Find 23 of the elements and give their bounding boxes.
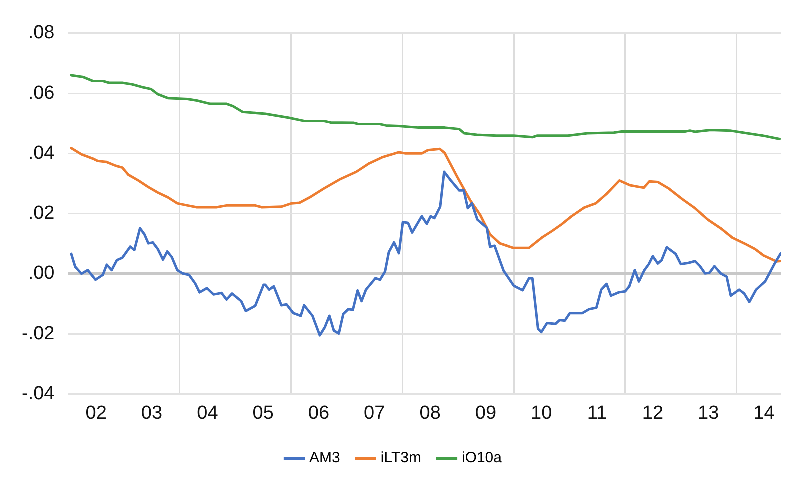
x-tick-label: 09 <box>475 402 497 424</box>
y-tick-label: .06 <box>28 82 55 104</box>
y-tick-label: -.02 <box>22 323 55 344</box>
y-tick-label: .04 <box>28 142 56 164</box>
x-tick-label: 07 <box>364 402 386 424</box>
x-tick-label: 03 <box>141 402 163 424</box>
y-tick-label: -.04 <box>22 383 56 404</box>
x-tick-label: 08 <box>420 402 441 424</box>
x-tick-label: 06 <box>308 402 330 424</box>
x-tick-label: 10 <box>531 402 552 424</box>
y-tick-label: .08 <box>28 22 55 44</box>
x-tick-label: 12 <box>642 402 664 424</box>
legend-label: AM3 <box>310 450 340 467</box>
x-tick-label: 05 <box>252 402 274 424</box>
x-tick-label: 14 <box>754 402 776 424</box>
y-tick-label: .00 <box>28 263 55 284</box>
x-tick-label: 11 <box>587 402 608 424</box>
x-tick-label: 13 <box>698 402 720 424</box>
legend-label: iO10a <box>462 450 503 467</box>
x-tick-label: 02 <box>86 402 107 424</box>
x-tick-label: 04 <box>197 402 219 424</box>
legend-label: iLT3m <box>380 450 422 467</box>
y-tick-label: .02 <box>28 203 55 224</box>
